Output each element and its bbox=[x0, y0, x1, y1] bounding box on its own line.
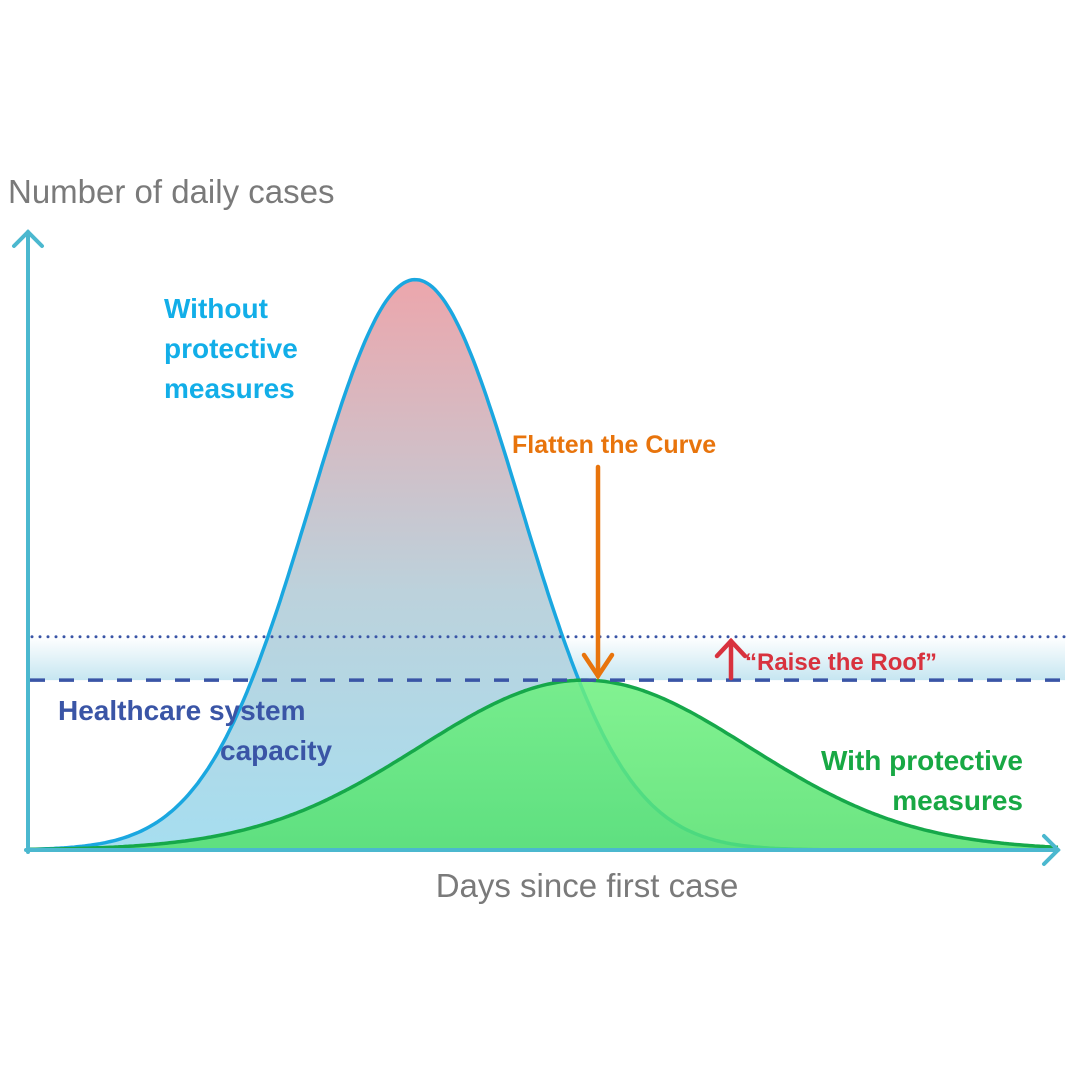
flatten-the-curve-label: Flatten the Curve bbox=[512, 431, 716, 459]
with-measures-curve bbox=[28, 678, 1059, 852]
label-line: protective bbox=[164, 333, 298, 364]
with-measures-area bbox=[28, 680, 1058, 850]
y-axis-arrow-icon bbox=[12, 229, 44, 248]
without-measures-area bbox=[28, 279, 1058, 851]
y-axis bbox=[12, 229, 44, 854]
x-axis-title: Days since first case bbox=[436, 867, 739, 904]
raise-the-roof-label: “Raise the Roof” bbox=[745, 649, 937, 676]
x-axis-arrow-icon bbox=[1042, 834, 1061, 866]
flatten-arrow-icon bbox=[581, 464, 615, 681]
label-line: Healthcare system bbox=[58, 695, 305, 726]
label-line: capacity bbox=[220, 735, 332, 766]
healthcare-capacity-label: Healthcare system capacity bbox=[58, 695, 332, 766]
label-line: measures bbox=[164, 373, 295, 404]
x-axis bbox=[24, 834, 1061, 866]
y-axis-title: Number of daily cases bbox=[8, 173, 334, 210]
label-line: With protective bbox=[821, 745, 1023, 776]
raise-arrow-icon bbox=[714, 637, 748, 681]
with-measures-label: With protective measures bbox=[821, 745, 1023, 816]
label-line: measures bbox=[892, 785, 1023, 816]
without-measures-label: Without protective measures bbox=[164, 293, 298, 404]
label-line: Without bbox=[164, 293, 268, 324]
